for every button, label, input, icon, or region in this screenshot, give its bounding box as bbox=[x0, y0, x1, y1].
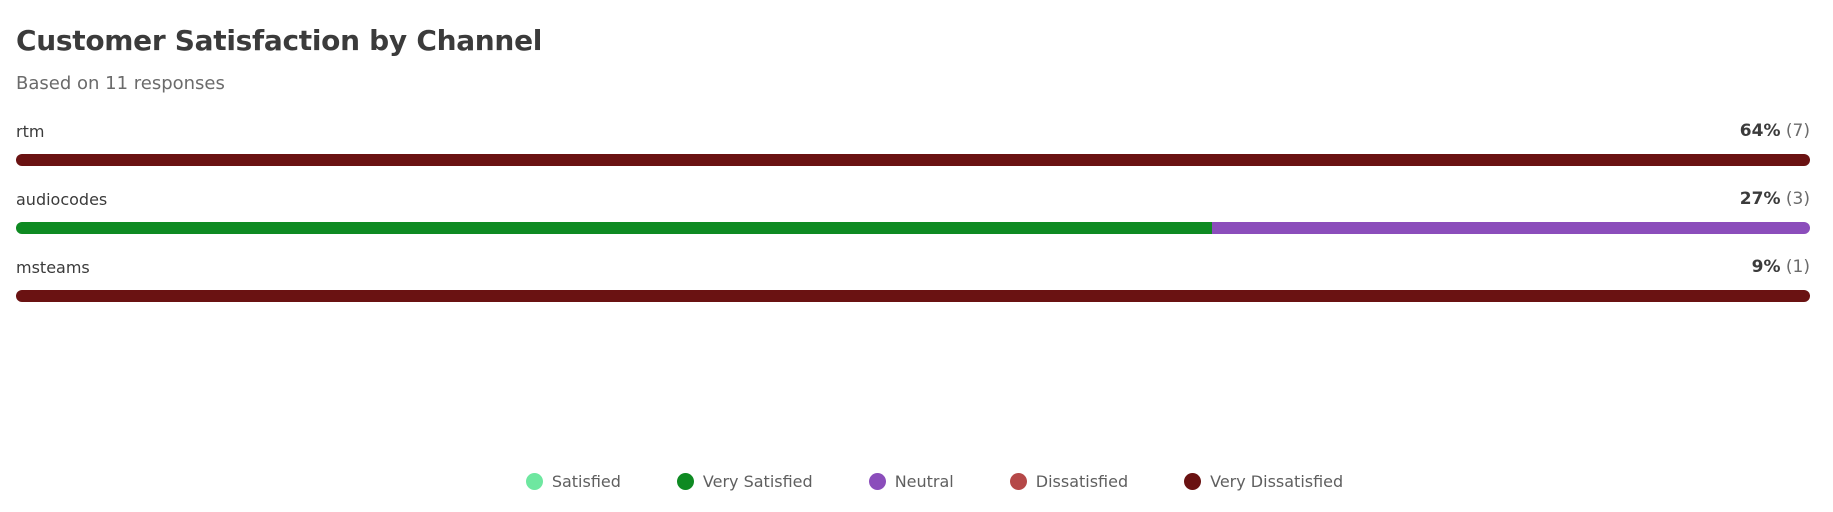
channel-share: 9% (1) bbox=[1752, 257, 1810, 277]
bar-segment-very-satisfied[interactable] bbox=[16, 222, 1212, 234]
bar-segment-neutral[interactable] bbox=[1212, 222, 1810, 234]
legend-item[interactable]: Neutral bbox=[868, 472, 954, 491]
stacked-bar bbox=[16, 222, 1810, 234]
channel-label: audiocodes bbox=[16, 190, 108, 209]
legend-label: Satisfied bbox=[551, 472, 621, 491]
channel-count: (3) bbox=[1785, 189, 1810, 209]
legend-label: Very Satisfied bbox=[702, 472, 813, 491]
chart-title: Customer Satisfaction by Channel bbox=[16, 24, 543, 57]
chart-subtitle: Based on 11 responses bbox=[16, 73, 225, 94]
legend-item[interactable]: Satisfied bbox=[525, 472, 621, 491]
channel-rows: rtm 64% (7) audiocodes 27% (3) msteams 9% (1) bbox=[16, 121, 1810, 326]
channel-percent: 27% bbox=[1739, 189, 1781, 209]
legend-label: Dissatisfied bbox=[1035, 472, 1129, 491]
legend-item[interactable]: Very Satisfied bbox=[676, 472, 813, 491]
legend-label: Neutral bbox=[894, 472, 954, 491]
legend-swatch bbox=[1009, 473, 1027, 490]
bar-segment-very-dissatisfied[interactable] bbox=[16, 154, 1810, 166]
channel-row: audiocodes 27% (3) bbox=[16, 189, 1810, 258]
legend-swatch bbox=[1184, 473, 1202, 490]
legend-item[interactable]: Very Dissatisfied bbox=[1184, 472, 1343, 491]
channel-row: rtm 64% (7) bbox=[16, 121, 1810, 190]
stacked-bar bbox=[16, 154, 1810, 166]
legend-swatch bbox=[525, 473, 543, 490]
channel-count: (7) bbox=[1785, 121, 1810, 141]
bar-segment-very-dissatisfied[interactable] bbox=[16, 290, 1810, 302]
legend-label: Very Dissatisfied bbox=[1210, 472, 1344, 491]
channel-row: msteams 9% (1) bbox=[16, 257, 1810, 326]
channel-label: msteams bbox=[16, 258, 90, 277]
legend-swatch bbox=[868, 473, 886, 490]
legend-swatch bbox=[676, 473, 694, 490]
channel-percent: 9% bbox=[1751, 257, 1781, 277]
channel-share: 27% (3) bbox=[1740, 189, 1810, 209]
legend-item[interactable]: Dissatisfied bbox=[1009, 472, 1129, 491]
channel-count: (1) bbox=[1785, 257, 1810, 277]
stacked-bar bbox=[16, 290, 1810, 302]
channel-percent: 64% bbox=[1739, 121, 1781, 141]
channel-share: 64% (7) bbox=[1740, 121, 1810, 141]
chart-legend: Satisfied Very Satisfied Neutral Dissatisfi… bbox=[0, 472, 1833, 491]
channel-label: rtm bbox=[16, 122, 45, 141]
